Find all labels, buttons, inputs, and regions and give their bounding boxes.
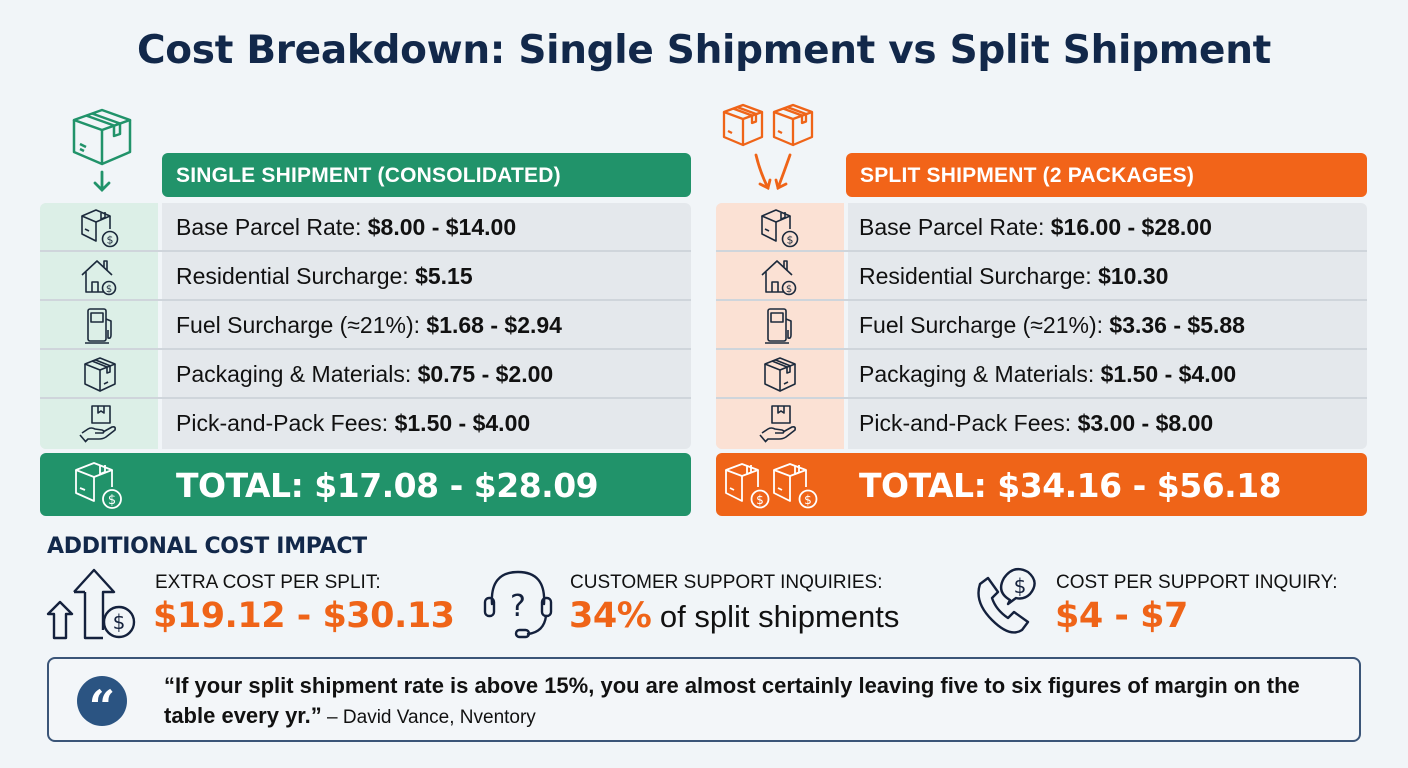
headset-question-icon: ?	[483, 570, 553, 639]
hand-box-icon	[79, 405, 116, 443]
svg-text:$: $	[786, 284, 792, 295]
page-title: Cost Breakdown: Single Shipment vs Split…	[136, 28, 1272, 73]
cost-row-pick-pack: Pick-and-Pack Fees: $1.50 - $4.00	[40, 399, 691, 448]
arrows-up-dollar-icon: $	[46, 568, 136, 640]
metric-support-inquiries: ? CUSTOMER SUPPORT INQUIRIES: 34% of spl…	[482, 562, 942, 646]
svg-text:$: $	[804, 493, 812, 507]
cost-row-residential: $ Residential Surcharge: $5.15	[40, 252, 691, 301]
quote-text: “If your split shipment rate is above 15…	[164, 673, 1300, 728]
cost-row-base-parcel: $ Base Parcel Rate: $8.00 - $14.00	[40, 203, 691, 252]
cost-row-fuel: Fuel Surcharge (≈21%): $1.68 - $2.94	[40, 301, 691, 350]
single-box-down-arrow-icon	[72, 108, 132, 192]
phone-dollar-icon: $	[977, 567, 1036, 634]
svg-text:$: $	[106, 284, 112, 295]
box-dollar-icon: $	[761, 209, 799, 248]
cost-row-fuel: Fuel Surcharge (≈21%): $3.36 - $5.88	[716, 301, 1367, 350]
svg-text:$: $	[787, 234, 794, 247]
fuel-pump-icon	[85, 308, 112, 344]
svg-text:?: ?	[510, 589, 526, 624]
two-boxes-converging-arrows-icon	[722, 103, 814, 191]
cost-row-residential: $ Residential Surcharge: $10.30	[716, 252, 1367, 301]
metric-extra-cost: $ EXTRA COST PER SPLIT: $19.12 - $30.13	[45, 562, 455, 646]
svg-text:$: $	[756, 493, 764, 507]
split-total-bar: $ $ TOTAL: $34.16 - $56.18	[716, 453, 1367, 516]
cost-row-packaging: Packaging & Materials: $1.50 - $4.00	[716, 350, 1367, 399]
quote-box: “ “If your split shipment rate is above …	[47, 657, 1361, 742]
split-total: TOTAL: $34.16 - $56.18	[859, 466, 1282, 505]
two-boxes-dollar-icon: $ $	[725, 463, 818, 509]
fuel-pump-icon	[765, 308, 792, 344]
split-cost-table: $ Base Parcel Rate: $16.00 - $28.00 $ Re…	[716, 203, 1367, 449]
svg-text:$: $	[107, 234, 114, 247]
single-total: TOTAL: $17.08 - $28.09	[176, 466, 599, 505]
cost-row-packaging: Packaging & Materials: $0.75 - $2.00	[40, 350, 691, 399]
metric-cost-per-inquiry: $ COST PER SUPPORT INQUIRY: $4 - $7	[966, 562, 1376, 646]
house-dollar-icon: $	[761, 260, 797, 296]
single-total-bar: $ TOTAL: $17.08 - $28.09	[40, 453, 691, 516]
single-shipment-header: SINGLE SHIPMENT (CONSOLIDATED)	[162, 153, 691, 197]
quote-attribution: – David Vance, Nventory	[321, 707, 536, 728]
cost-row-base-parcel: $ Base Parcel Rate: $16.00 - $28.00	[716, 203, 1367, 252]
box-icon	[764, 357, 796, 392]
svg-text:$: $	[108, 493, 116, 508]
svg-text:$: $	[113, 610, 126, 634]
box-dollar-icon: $	[81, 209, 119, 248]
box-icon	[84, 357, 116, 392]
svg-text:$: $	[1014, 574, 1027, 598]
box-dollar-icon: $	[75, 462, 122, 509]
single-cost-table: $ Base Parcel Rate: $8.00 - $14.00 $ Res…	[40, 203, 691, 449]
quote-mark-icon: “	[77, 676, 127, 734]
cost-row-pick-pack: Pick-and-Pack Fees: $3.00 - $8.00	[716, 399, 1367, 448]
house-dollar-icon: $	[81, 260, 117, 296]
split-shipment-header: SPLIT SHIPMENT (2 PACKAGES)	[846, 153, 1367, 197]
hand-box-icon	[759, 405, 796, 443]
impact-title: ADDITIONAL COST IMPACT	[47, 534, 367, 559]
